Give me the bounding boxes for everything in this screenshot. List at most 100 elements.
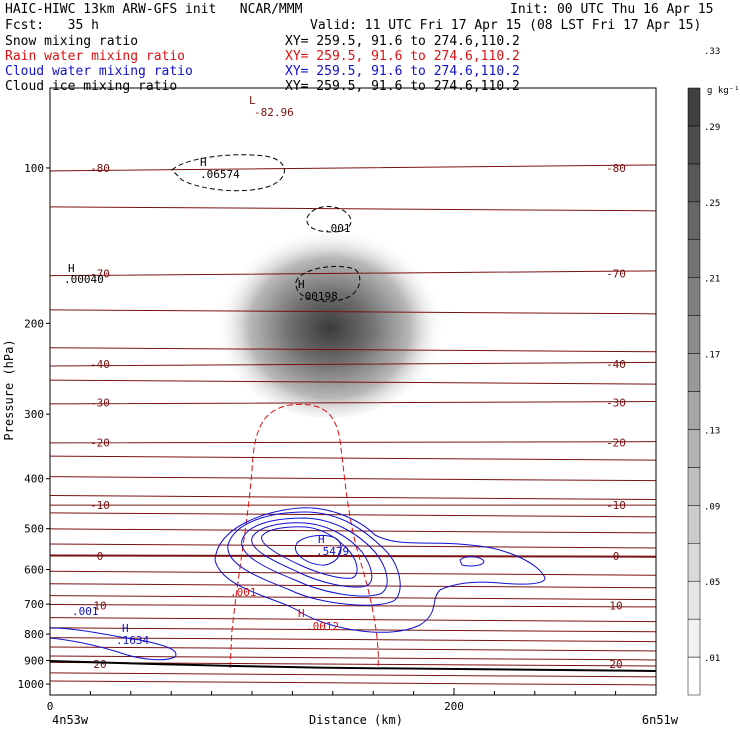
cloud-ice-max-labels: H .06574 .001 H .00040: [64, 156, 351, 286]
isotherm-label-left-10: 10: [93, 600, 106, 613]
cloud-water-contour-inner: [294, 534, 342, 566]
svg-text:.001: .001: [230, 586, 257, 599]
isotherm-label-left--40: -40: [90, 358, 110, 371]
header-valid-time: Valid: 11 UTC Fri 17 Apr 15 (08 LST Fri …: [310, 18, 702, 33]
colorbar-bin: [687, 429, 701, 468]
x-endpoint-right: 6n51w: [642, 713, 679, 727]
colorbar-bin: [687, 201, 701, 240]
isotherm-label-left--70: -70: [90, 267, 110, 280]
svg-text:-82.96: -82.96: [254, 106, 294, 119]
svg-text:.00198: .00198: [298, 290, 338, 303]
colorbar-tick-label-.25: .25: [704, 199, 720, 209]
svg-text:.001: .001: [72, 605, 99, 618]
isotherm-0: [50, 554, 656, 558]
colorbar-bin: [687, 239, 701, 278]
colorbar: .01.05.09.13.17.21.25.29.33.37: [687, 47, 720, 696]
colorbar-bin: [687, 543, 701, 582]
colorbar-tick-label-.01: .01: [704, 654, 720, 664]
svg-text:.00040: .00040: [64, 273, 104, 286]
field-label-cloud-ice: Cloud ice mixing ratio: [5, 79, 178, 94]
isotherm-label-right--20: -20: [606, 436, 626, 449]
isotherm-minor: [50, 672, 656, 678]
y-tick-label-700: 700: [24, 598, 44, 611]
cloud-water-contour-outer: [214, 507, 546, 633]
isotherm-minor: [50, 595, 656, 601]
isotherm-minor: [50, 512, 656, 518]
isotherm-minor: [50, 206, 656, 212]
svg-text:.001: .001: [324, 222, 351, 235]
field-xy-cloud-water: XY= 259.5, 91.6 to 274.6,110.2: [285, 64, 520, 79]
isotherm-minor: [50, 646, 656, 652]
colorbar-bin: [687, 163, 701, 203]
svg-text:H: H: [122, 622, 129, 635]
cloud-water-labels: H .5479 .001 H .1634: [72, 533, 349, 647]
colorbar-bin: [687, 467, 701, 506]
field-xy-cloud-ice: XY= 259.5, 91.6 to 274.6,110.2: [285, 79, 520, 94]
isotherm-minor: [50, 543, 656, 549]
colorbar-tick-label-.05: .05: [704, 578, 720, 588]
isotherm-minor: [50, 655, 656, 661]
isotherm--30: [50, 401, 656, 405]
cloud-water-contour-small: [459, 556, 485, 567]
y-tick-label-800: 800: [24, 628, 44, 641]
isotherm-minor: [50, 347, 656, 353]
colorbar-tick-label-.21: .21: [704, 275, 720, 285]
svg-text:.1634: .1634: [116, 634, 149, 647]
temperature-minimum-label: L -82.96: [249, 94, 294, 119]
field-xy-rain: XY= 259.5, 91.6 to 274.6,110.2: [285, 49, 520, 64]
header-forecast-hour: Fcst: 35 h: [5, 18, 99, 33]
isotherm-label-left--80: -80: [90, 162, 110, 175]
terrain-line: [50, 660, 656, 672]
svg-text:.5479: .5479: [316, 545, 349, 558]
isotherm-minor: [50, 583, 656, 589]
isotherm-label-right--70: -70: [606, 267, 626, 280]
colorbar-tick-label-.29: .29: [704, 123, 720, 133]
isotherm-label-left--30: -30: [90, 397, 110, 410]
isotherm-minor: [50, 637, 656, 643]
y-axis-label: Pressure (hPa): [2, 339, 16, 440]
isotherm--70: [50, 270, 656, 277]
cloud-ice-contour-lower: [295, 265, 361, 302]
colorbar-unit: g kg⁻¹: [707, 86, 740, 96]
colorbar-bin: [687, 315, 701, 354]
isotherm-minor: [50, 309, 656, 315]
colorbar-bin: [687, 618, 701, 658]
svg-text:H: H: [68, 262, 75, 275]
isotherm-label-left--10: -10: [90, 499, 110, 512]
snow-max-label: H .00198: [298, 278, 338, 303]
snow-mixing-shading: [215, 218, 445, 418]
y-tick-label-500: 500: [24, 523, 44, 536]
isotherm-label-left-20: 20: [93, 658, 106, 671]
field-label-rain: Rain water mixing ratio: [5, 49, 186, 64]
isotherm--20: [50, 441, 656, 444]
colorbar-tick-label-.33: .33: [704, 47, 720, 57]
y-tick-label-900: 900: [24, 654, 44, 667]
rain-water-contour: [229, 403, 379, 669]
isotherm-label-right-20: 20: [609, 658, 622, 671]
isotherm-label-right--40: -40: [606, 358, 626, 371]
isotherm-label-right--30: -30: [606, 397, 626, 410]
y-tick-label-100: 100: [24, 162, 44, 175]
colorbar-bin: [687, 580, 701, 620]
svg-text:.0012: .0012: [306, 620, 339, 633]
isotherm-minor: [50, 617, 656, 623]
isotherm--40: [50, 361, 656, 367]
isotherm-minor: [50, 455, 656, 461]
x-axis-label: Distance (km): [309, 713, 403, 727]
isotherm-minor: [50, 570, 656, 576]
cloud-water-contour-left: [50, 627, 177, 661]
svg-text:.06574: .06574: [200, 168, 240, 181]
colorbar-bin: [687, 125, 701, 165]
isotherm-10: [50, 604, 656, 608]
y-tick-label-300: 300: [24, 408, 44, 421]
cloud-water-contour-2: [227, 511, 401, 606]
field-label-snow: Snow mixing ratio: [5, 34, 139, 49]
cloud-water-contour-5: [261, 526, 358, 579]
svg-text:L: L: [249, 94, 256, 107]
x-tick-label-200: 200: [444, 700, 464, 713]
isotherm-minor: [50, 680, 656, 686]
cloud-ice-contour-upper: [171, 154, 285, 192]
isotherm-label-right--10: -10: [606, 499, 626, 512]
isotherm-minor: [50, 476, 656, 482]
